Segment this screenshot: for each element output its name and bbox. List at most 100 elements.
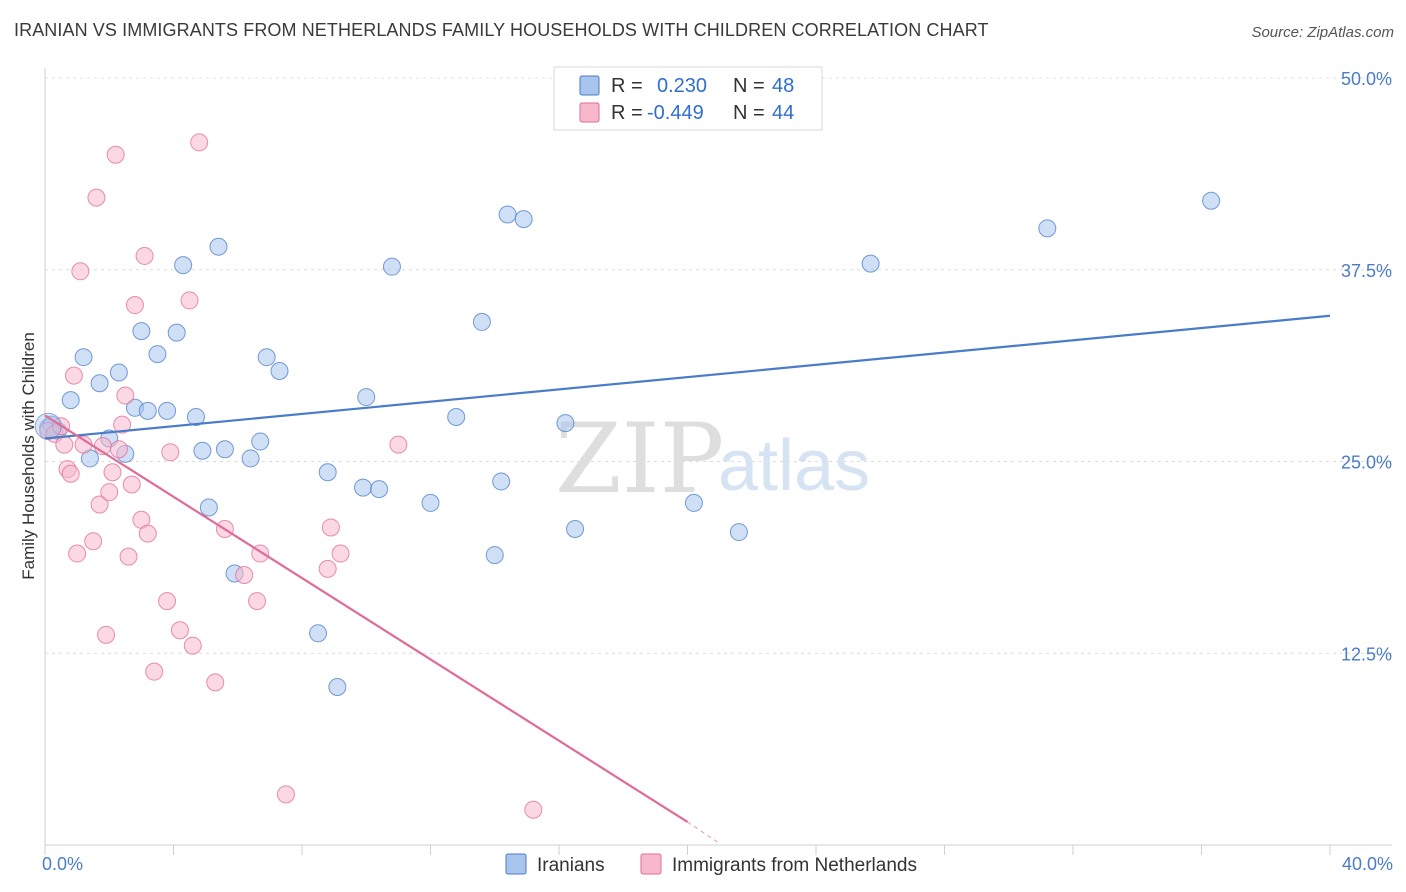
legend-r-value-2: -0.449 [647,102,704,124]
trend-lines [44,314,1331,844]
axes [44,68,1392,855]
point-s0-31 [370,480,389,499]
legend-swatch-netherlands [579,102,600,123]
y-axis-title: Family Households with Children [19,332,38,580]
point-s0-11 [138,401,157,420]
series-legend: Iranians Immigrants from Netherlands [505,853,917,876]
x-tick-labels: 0.0% 40.0% [42,854,1393,874]
point-s1-11 [87,188,106,207]
point-s1-16 [103,463,122,482]
point-s1-43 [389,435,408,454]
point-s0-46 [1202,191,1221,210]
point-s0-41 [566,519,585,538]
point-s0-24 [257,348,276,367]
point-s0-7 [109,363,128,382]
point-s1-23 [125,296,144,315]
data-points [34,133,1221,819]
point-s0-45 [1038,219,1057,238]
point-s0-20 [215,440,234,459]
legend-item-netherlands-label: Immigrants from Netherlands [672,855,917,876]
point-s1-17 [106,145,125,164]
point-s0-19 [209,237,228,256]
point-s0-15 [174,256,193,275]
point-s0-25 [270,361,289,380]
point-s1-42 [331,544,350,563]
point-s1-40 [318,559,337,578]
point-s0-17 [193,441,212,460]
source-label: Source: ZipAtlas.com [1251,24,1394,41]
point-s0-5 [90,374,109,393]
point-s0-10 [132,322,151,341]
point-s1-14 [97,625,116,644]
point-s0-33 [421,493,440,512]
point-s1-34 [206,673,225,692]
legend-r-label-1: R = [611,75,643,97]
point-s1-8 [71,262,90,281]
point-s0-22 [241,449,260,468]
point-s1-44 [524,800,543,819]
legend-n-label-1: N = [733,75,765,97]
x-tick-label-1: 40.0% [1342,854,1393,874]
point-s1-29 [161,443,180,462]
watermark-atlas: atlas [718,426,870,506]
point-s0-30 [357,388,376,407]
point-s1-18 [109,440,128,459]
point-s1-32 [183,636,202,655]
y-tick-label-2: 37.5% [1341,261,1392,281]
point-s0-43 [729,523,748,542]
point-s1-19 [113,415,132,434]
point-s1-15 [100,483,119,502]
legend-item-iranians-swatch [505,853,527,875]
point-s0-13 [158,401,177,420]
y-tick-labels: 12.5% 25.0% 37.5% 50.0% [1341,69,1392,664]
point-s0-23 [251,432,270,451]
point-s0-29 [354,478,373,497]
y-tick-label-0: 12.5% [1341,644,1392,664]
trend-line-0 [44,314,1331,440]
point-s1-7 [68,544,87,563]
point-s0-40 [556,414,575,433]
point-s0-35 [472,312,491,331]
point-s1-6 [64,366,83,385]
point-s1-31 [180,291,199,310]
legend-n-value-2: 44 [772,102,794,124]
point-s1-26 [138,524,157,543]
y-tick-label-3: 50.0% [1341,69,1392,89]
point-s1-20 [116,386,135,405]
point-s0-18 [199,498,218,517]
legend-n-label-2: N = [733,102,765,124]
point-s0-42 [684,493,703,512]
point-s0-37 [492,472,511,491]
point-s1-22 [122,475,141,494]
point-s1-41 [321,518,340,537]
stats-legend: R = 0.230 N = 48 R = -0.449 N = 44 [553,66,823,131]
point-s1-21 [119,547,138,566]
point-s1-33 [190,133,209,152]
legend-r-value-1: 0.230 [657,75,707,97]
point-s0-38 [498,205,517,224]
legend-item-netherlands-swatch [640,853,662,875]
chart-title: IRANIAN VS IMMIGRANTS FROM NETHERLANDS F… [14,20,989,40]
legend-swatch-iranians [579,75,600,96]
point-s0-26 [309,624,328,643]
point-s0-2 [61,391,80,410]
legend-n-value-1: 48 [772,75,794,97]
point-s1-10 [84,532,103,551]
point-s0-32 [382,257,401,276]
legend-item-iranians-label: Iranians [537,855,605,876]
x-tick-label-0: 0.0% [42,854,83,874]
point-s0-27 [318,463,337,482]
point-s0-34 [447,408,466,427]
trend-line-1 [44,414,689,823]
point-s0-39 [514,210,533,229]
point-s1-5 [61,464,80,483]
point-s1-13 [90,495,109,514]
point-s1-27 [145,662,164,681]
point-s1-36 [235,566,254,585]
point-s1-37 [248,592,267,611]
point-s0-36 [485,546,504,565]
point-s0-16 [186,408,205,427]
point-s1-3 [55,435,74,454]
trend-line-dashed-1 [687,821,720,844]
